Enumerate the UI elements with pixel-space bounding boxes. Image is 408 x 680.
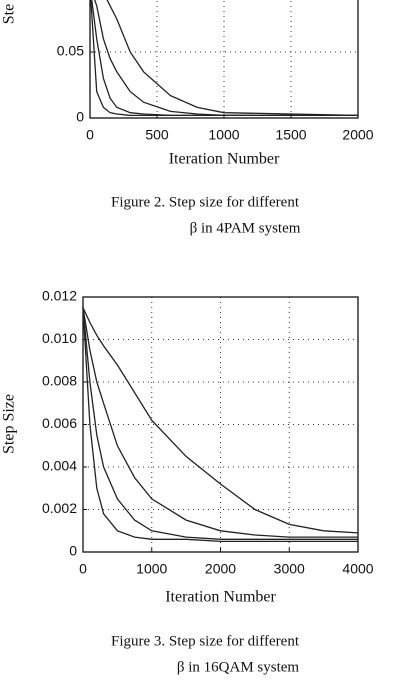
curve: [82, 307, 359, 534]
plot-frame: [89, 0, 359, 119]
caption-line: Figure 2. Step size for different: [111, 194, 300, 210]
caption-line: Figure 3. Step size for different: [111, 633, 300, 649]
curve: [106, 0, 359, 117]
x-tick-label: 0: [79, 561, 87, 577]
y-axis-label: Ste: [1, 4, 18, 24]
x-axis-label: Iteration Number: [169, 151, 280, 168]
plot-frame: [82, 296, 359, 553]
y-tick-label: 0.002: [42, 500, 77, 516]
x-tick-label: 1500: [275, 127, 306, 143]
caption-line: β in 16QAM system: [177, 659, 300, 675]
y-tick-label: 0: [69, 543, 77, 559]
curve: [90, 0, 358, 117]
x-tick-label: 500: [145, 127, 169, 143]
y-axis-label: Step Size: [1, 394, 18, 454]
curve: [82, 307, 358, 540]
caption-line: β in 4PAM system: [190, 220, 301, 236]
y-tick-label: 0: [76, 109, 84, 125]
curve: [91, 0, 358, 117]
x-tick-label: 2000: [205, 561, 236, 577]
y-tick-label: 0.008: [42, 373, 77, 389]
y-tick-label: 0.010: [42, 330, 77, 346]
x-tick-label: 3000: [274, 561, 305, 577]
x-tick-label: 2000: [342, 127, 373, 143]
y-tick-label: 0.006: [42, 415, 77, 431]
curve: [82, 307, 358, 538]
curve: [94, 0, 358, 117]
y-tick-label: 0.004: [42, 458, 77, 474]
y-tick-label: 0.05: [57, 43, 84, 59]
x-tick-label: 1000: [136, 561, 167, 577]
x-axis-label: Iteration Number: [165, 589, 276, 606]
x-tick-label: 1000: [208, 127, 239, 143]
x-tick-label: 0: [86, 127, 94, 143]
curve: [82, 307, 358, 543]
y-tick-label: 0.012: [42, 288, 77, 304]
x-tick-label: 4000: [342, 561, 373, 577]
